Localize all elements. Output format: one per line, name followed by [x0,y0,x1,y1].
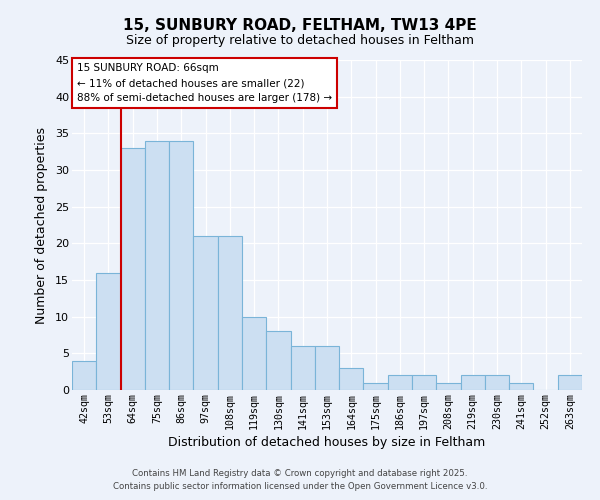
Bar [290,346,315,390]
Text: Contains HM Land Registry data © Crown copyright and database right 2025.: Contains HM Land Registry data © Crown c… [132,468,468,477]
Bar [96,272,121,390]
Bar [72,360,96,390]
Text: 15 SUNBURY ROAD: 66sqm
← 11% of detached houses are smaller (22)
88% of semi-det: 15 SUNBURY ROAD: 66sqm ← 11% of detached… [77,64,332,103]
Text: Contains public sector information licensed under the Open Government Licence v3: Contains public sector information licen… [113,482,487,491]
Bar [412,376,436,390]
Text: Size of property relative to detached houses in Feltham: Size of property relative to detached ho… [126,34,474,47]
Bar [461,376,485,390]
Bar [485,376,509,390]
Y-axis label: Number of detached properties: Number of detached properties [35,126,48,324]
Bar [315,346,339,390]
Bar [242,316,266,390]
Bar [558,376,582,390]
Bar [388,376,412,390]
Bar [121,148,145,390]
Text: 15, SUNBURY ROAD, FELTHAM, TW13 4PE: 15, SUNBURY ROAD, FELTHAM, TW13 4PE [123,18,477,32]
Bar [339,368,364,390]
Bar [145,140,169,390]
X-axis label: Distribution of detached houses by size in Feltham: Distribution of detached houses by size … [169,436,485,448]
Bar [364,382,388,390]
Bar [266,332,290,390]
Bar [169,140,193,390]
Bar [509,382,533,390]
Bar [218,236,242,390]
Bar [436,382,461,390]
Bar [193,236,218,390]
